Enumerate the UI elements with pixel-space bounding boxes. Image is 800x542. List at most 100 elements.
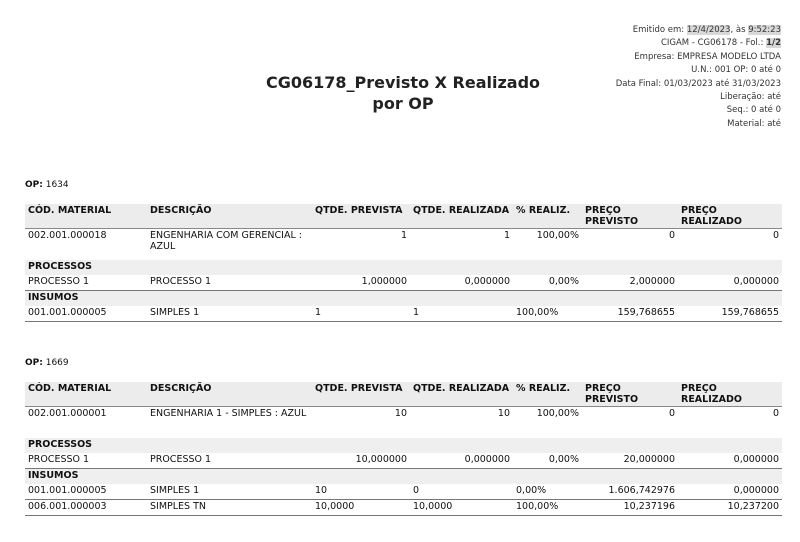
processos-label-row: PROCESSOS: [25, 438, 782, 453]
emitted-label: Emitido em:: [632, 25, 685, 35]
op-heading: OP: 1669: [25, 358, 782, 382]
group-label: PROCESSOS: [25, 438, 782, 453]
insumos-label-row: INSUMOS: [25, 290, 782, 306]
cell: 006.001.000003: [25, 499, 147, 516]
cell: QTDE. REALIZADA: [410, 204, 513, 229]
cell: PROCESSO 1: [25, 275, 147, 291]
table-body: CÓD. MATERIAL DESCRIÇÃO QTDE. PREVISTA QTDE…: [25, 382, 782, 516]
group-label: INSUMOS: [25, 468, 782, 484]
material-row: 002.001.000001 ENGENHARIA 1 - SIMPLES : A…: [25, 407, 782, 439]
cell: 159,768655: [678, 306, 782, 322]
cell: 1,000000: [312, 275, 410, 291]
info-line: U.N.: 001 OP: 0 até 0: [691, 65, 781, 76]
cell: 0: [668, 408, 675, 419]
cell: PREÇO PREVISTO: [582, 204, 678, 229]
info-lines: Empresa: EMPRESA MODELO LTDA U.N.: 001 OP…: [616, 51, 781, 131]
info-line: Empresa: EMPRESA MODELO LTDA: [634, 51, 781, 62]
emitted-time: 9:52:23: [748, 25, 781, 35]
cell: SIMPLES 1: [147, 484, 312, 500]
processo-row: PROCESSO 1 PROCESSO 1 10,000000 0,000000 0,0…: [25, 453, 782, 469]
cell: 0,00%: [513, 275, 582, 291]
cell: 1: [400, 230, 407, 241]
cell: 0,000000: [678, 453, 782, 469]
cell: 100,00%: [536, 230, 579, 241]
cell: DESCRIÇÃO: [147, 204, 312, 229]
op-section: OP: 1669 CÓD. MATERIAL DESCRIÇÃO QTDE. PREV…: [25, 358, 782, 516]
cell: 20,000000: [582, 453, 678, 469]
cell: PROCESSO 1: [25, 453, 147, 469]
folio-label: CIGAM - CG06178 - Fol.:: [660, 38, 764, 49]
report-title: CG06178_Previsto X Realizado por OP: [250, 72, 556, 114]
cell: % REALIZ.: [513, 204, 582, 229]
op-number: 1634: [45, 180, 69, 190]
cell: 10,237196: [582, 499, 678, 516]
cell: PREÇO PREVISTO: [582, 382, 678, 407]
emitted-line: Emitido em: 12/4/2023, às 9:52:23: [616, 24, 781, 37]
op-number: 1669: [45, 358, 69, 368]
cell: SIMPLES 1: [147, 306, 312, 322]
cell: PREÇO REALIZADO: [678, 382, 782, 407]
cell: 0,000000: [678, 484, 782, 500]
info-line: Data Final: 01/03/2023 até 31/03/2023: [615, 78, 781, 89]
cell: 10: [497, 408, 510, 419]
report-info: Emitido em: 12/4/2023, às 9:52:23 CIGAM …: [616, 24, 781, 131]
cell: QTDE. PREVISTA: [312, 204, 410, 229]
cell: 10: [312, 484, 410, 500]
op-table: CÓD. MATERIAL DESCRIÇÃO QTDE. PREVISTA QTDE…: [25, 382, 782, 516]
cell: 0,00%: [513, 484, 582, 500]
emitted-sep: , às: [730, 25, 746, 35]
cell: QTDE. REALIZADA: [410, 382, 513, 407]
cell: 10,0000: [312, 499, 410, 516]
insumo-row: 001.001.000005 SIMPLES 1 10 0 0,00% 1.606,742…: [25, 484, 782, 500]
cell: 2,000000: [582, 275, 678, 291]
info-line: Liberação: até: [720, 92, 781, 103]
op-table: CÓD. MATERIAL DESCRIÇÃO QTDE. PREVISTA QTDE…: [25, 204, 782, 322]
cell: 10,237200: [678, 499, 782, 516]
cell: PROCESSO 1: [147, 453, 312, 469]
cell: 002.001.000018: [28, 230, 107, 241]
cell: 10,000000: [312, 453, 410, 469]
cell: 100,00%: [513, 499, 582, 516]
cell: 0: [668, 230, 675, 241]
insumos-label-row: INSUMOS: [25, 468, 782, 484]
cell: 0,00%: [513, 453, 582, 469]
title-line: CG06178_Previsto X Realizado: [265, 73, 541, 92]
material-row: 002.001.000018 ENGENHARIA COM GERENCIAL :…: [25, 229, 782, 261]
cell: CÓD. MATERIAL: [25, 382, 147, 407]
processo-row: PROCESSO 1 PROCESSO 1 1,000000 0,000000 0,00…: [25, 275, 782, 291]
folio-line: CIGAM - CG06178 - Fol.: 1/2: [616, 37, 781, 50]
cell: 159,768655: [582, 306, 678, 322]
cell: 1: [503, 230, 510, 241]
table-body: CÓD. MATERIAL DESCRIÇÃO QTDE. PREVISTA QTDE…: [25, 204, 782, 322]
cell: 001.001.000005: [25, 306, 147, 322]
cell: 0,000000: [678, 275, 782, 291]
insumo-row: 001.001.000005 SIMPLES 1 1 1 100,00% 159,7686…: [25, 306, 782, 322]
cell: 10: [394, 408, 407, 419]
cell: 1: [312, 306, 410, 322]
folio-page: 1/2: [766, 38, 781, 49]
emitted-date: 12/4/2023: [686, 25, 731, 35]
group-label: INSUMOS: [25, 290, 782, 306]
cell: 0: [772, 408, 779, 419]
op-heading: OP: 1634: [25, 180, 782, 204]
cell: ENGENHARIA 1 - SIMPLES : AZUL: [150, 408, 307, 419]
cell: 001.001.000005: [25, 484, 147, 500]
title-line: por OP: [372, 94, 434, 113]
cell: DESCRIÇÃO: [147, 382, 312, 407]
cell: 0: [410, 484, 513, 500]
cell: CÓD. MATERIAL: [25, 204, 147, 229]
cell: QTDE. PREVISTA: [312, 382, 410, 407]
info-line: Seq.: 0 até 0: [726, 105, 781, 116]
processos-label-row: PROCESSOS: [25, 260, 782, 275]
cell: 0,000000: [410, 453, 513, 469]
op-label: OP:: [25, 180, 43, 190]
cell: % REALIZ.: [513, 382, 582, 407]
op-section: OP: 1634 CÓD. MATERIAL DESCRIÇÃO QTDE. PREV…: [25, 180, 782, 322]
cell: 1: [410, 306, 513, 322]
header-row: CÓD. MATERIAL DESCRIÇÃO QTDE. PREVISTA QTDE…: [25, 204, 782, 229]
cell: SIMPLES TN: [147, 499, 312, 516]
info-line: Material: até: [727, 118, 781, 129]
cell: PROCESSO 1: [147, 275, 312, 291]
cell: ENGENHARIA COM GERENCIAL : AZUL: [150, 230, 302, 252]
